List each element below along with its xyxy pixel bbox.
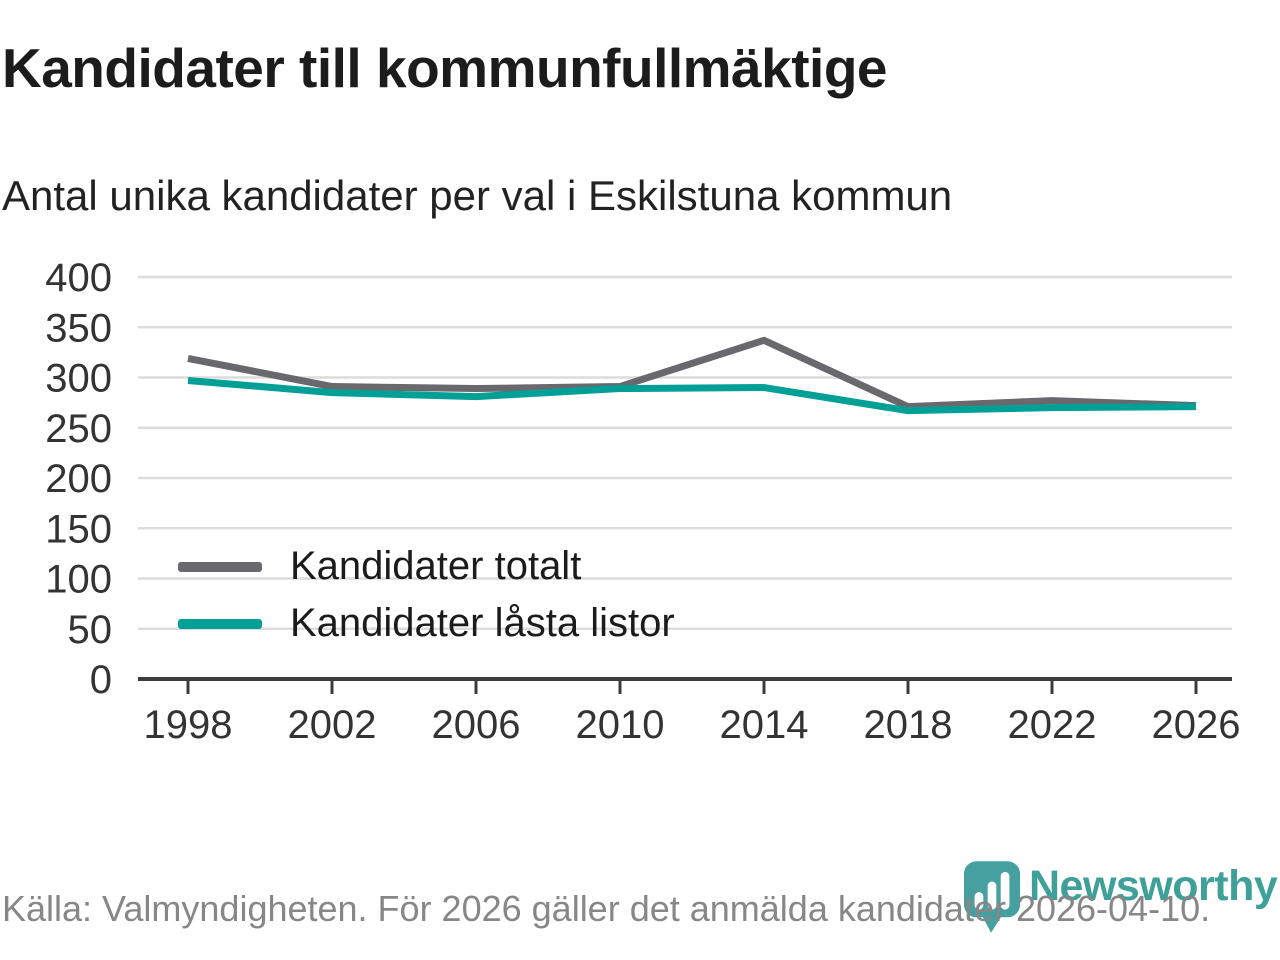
y-tick-label-350: 350	[45, 306, 112, 350]
newsworthy-wordmark: Newsworthy	[1029, 862, 1278, 910]
y-tick-label-0: 0	[90, 658, 112, 702]
y-tick-label-150: 150	[45, 507, 112, 551]
legend-swatch-1	[178, 618, 262, 629]
x-tick-label-2002: 2002	[288, 703, 377, 747]
legend-label-1: Kandidater låsta listor	[290, 601, 675, 645]
legend-item-1: Kandidater låsta listor	[178, 595, 675, 652]
x-tick-label-2010: 2010	[576, 703, 665, 747]
source-note: Källa: Valmyndigheten. För 2026 gäller d…	[2, 888, 1211, 929]
y-tick-label-100: 100	[45, 558, 112, 602]
chart-subtitle: Antal unika kandidater per val i Eskilst…	[2, 172, 953, 219]
legend-item-0: Kandidater totalt	[178, 538, 675, 595]
series-line-1	[187, 377, 1197, 415]
legend-label-0: Kandidater totalt	[290, 544, 582, 588]
y-tick-label-50: 50	[68, 608, 113, 652]
x-tick-label-2026: 2026	[1152, 703, 1241, 747]
x-tick-label-2018: 2018	[864, 703, 953, 747]
legend-swatch-0	[178, 561, 262, 572]
y-tick-label-300: 300	[45, 357, 112, 401]
series-line-0	[187, 336, 1197, 411]
x-tick-label-1998: 1998	[144, 703, 233, 747]
x-tick-label-2022: 2022	[1008, 703, 1097, 747]
chart-title: Kandidater till kommunfullmäktige	[2, 37, 888, 99]
x-tick-label-2006: 2006	[432, 703, 521, 747]
y-tick-label-250: 250	[45, 407, 112, 451]
x-tick-label-2014: 2014	[720, 703, 809, 747]
newsworthy-logo-icon	[963, 861, 1021, 933]
newsworthy-logo: Newsworthy	[963, 860, 1278, 934]
chart-legend: Kandidater totalt Kandidater låsta listor	[178, 538, 675, 652]
y-tick-label-200: 200	[45, 457, 112, 501]
y-tick-label-400: 400	[45, 256, 112, 300]
